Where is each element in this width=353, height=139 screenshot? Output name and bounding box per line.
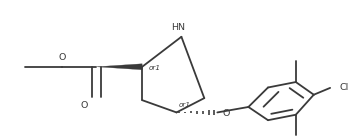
Text: O: O xyxy=(222,109,230,118)
Text: HN: HN xyxy=(171,23,185,32)
Polygon shape xyxy=(96,64,142,70)
Text: O: O xyxy=(58,53,66,62)
Text: Cl: Cl xyxy=(339,83,348,92)
Text: O: O xyxy=(80,101,88,110)
Text: or1: or1 xyxy=(149,65,161,71)
Text: or1: or1 xyxy=(179,102,191,108)
